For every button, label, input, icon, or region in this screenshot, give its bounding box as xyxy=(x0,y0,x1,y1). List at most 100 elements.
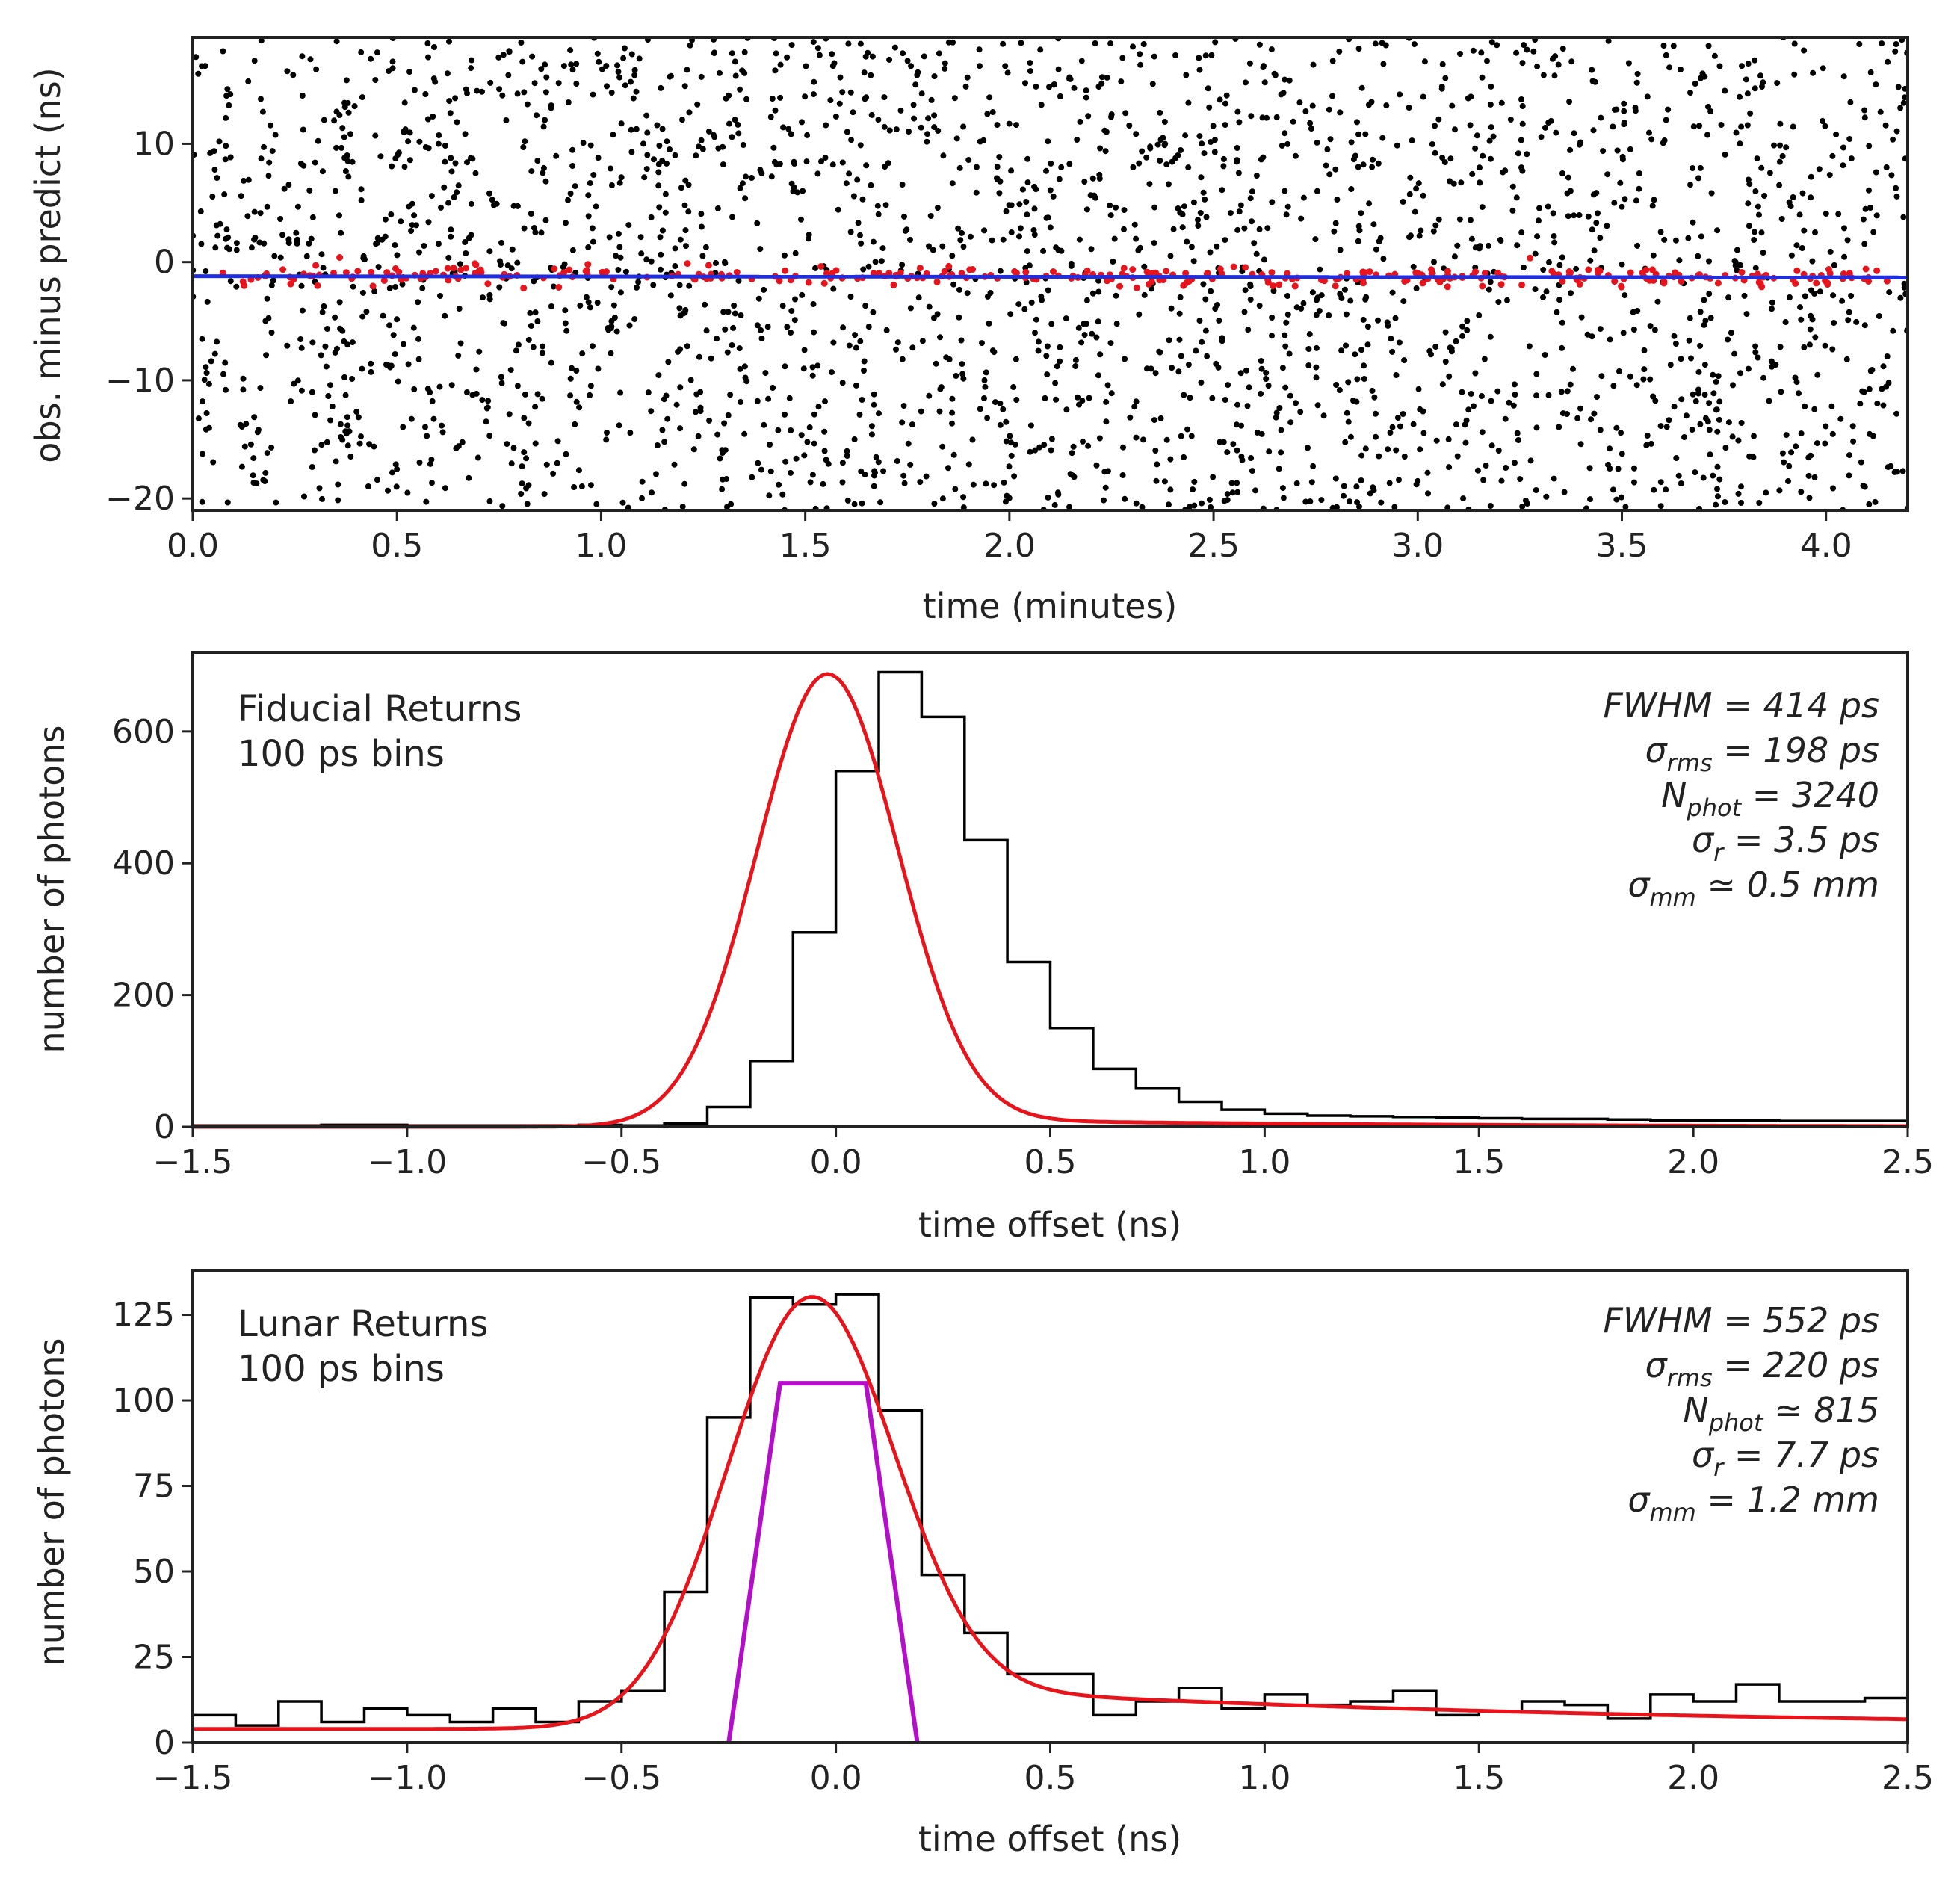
background-point xyxy=(548,359,554,366)
background-point xyxy=(997,268,1004,274)
fit-curve xyxy=(193,1295,1908,1731)
background-point xyxy=(241,443,248,450)
background-point xyxy=(1080,438,1086,445)
return-point xyxy=(1559,278,1566,285)
background-point xyxy=(1107,340,1114,347)
background-point xyxy=(802,93,809,100)
background-point xyxy=(198,241,205,247)
background-point xyxy=(1417,446,1423,453)
background-point xyxy=(1002,63,1009,69)
background-point xyxy=(527,309,534,316)
background-point xyxy=(1234,401,1240,408)
background-point xyxy=(1880,402,1887,409)
background-point xyxy=(1252,487,1259,494)
background-point xyxy=(349,158,356,165)
background-point xyxy=(938,384,945,391)
background-point xyxy=(1185,164,1192,171)
background-point xyxy=(1778,216,1785,222)
background-point xyxy=(1650,252,1657,259)
background-point xyxy=(1242,79,1249,86)
background-point xyxy=(1877,108,1884,115)
background-point xyxy=(594,50,601,57)
background-point xyxy=(1167,486,1174,493)
background-point xyxy=(1316,308,1323,314)
stat-value: = 1.2 mm xyxy=(1696,1480,1879,1520)
background-point xyxy=(1347,498,1352,505)
background-point xyxy=(859,500,865,507)
background-point xyxy=(1536,205,1542,211)
x-tick-label: 1.5 xyxy=(1453,1759,1505,1797)
background-point xyxy=(1788,449,1795,456)
background-point xyxy=(1812,334,1819,341)
background-point xyxy=(1512,460,1518,466)
background-point xyxy=(1697,164,1704,171)
background-point xyxy=(1413,285,1420,291)
background-point xyxy=(788,330,794,336)
background-point xyxy=(1261,63,1267,69)
background-point xyxy=(677,236,684,243)
background-point xyxy=(1663,424,1670,430)
background-point xyxy=(1224,449,1231,456)
background-point xyxy=(853,344,859,351)
background-point xyxy=(1678,67,1684,72)
background-point xyxy=(224,499,231,506)
background-point xyxy=(959,229,965,236)
background-point xyxy=(1752,229,1757,235)
background-point xyxy=(1305,362,1312,368)
background-point xyxy=(1279,143,1285,149)
background-point xyxy=(1379,135,1386,141)
background-point xyxy=(659,427,666,433)
background-point xyxy=(1241,225,1248,232)
background-point xyxy=(792,296,798,303)
background-point xyxy=(1406,105,1412,111)
background-point xyxy=(899,182,906,188)
background-point xyxy=(1519,120,1526,127)
background-point xyxy=(1122,110,1129,117)
stat-value: = 552 ps xyxy=(1713,1300,1879,1341)
background-point xyxy=(1051,81,1057,88)
background-point xyxy=(610,132,616,138)
background-point xyxy=(989,109,996,115)
background-point xyxy=(698,211,705,217)
background-point xyxy=(1809,316,1816,323)
background-point xyxy=(1420,192,1426,199)
background-point xyxy=(1745,365,1752,372)
background-point xyxy=(485,398,492,404)
background-point xyxy=(1453,421,1459,428)
background-point xyxy=(424,433,430,439)
background-point xyxy=(1018,40,1024,46)
background-point xyxy=(1370,487,1377,494)
background-point xyxy=(788,131,794,137)
background-point xyxy=(415,299,421,306)
background-point xyxy=(431,44,437,50)
background-point xyxy=(1882,122,1889,129)
background-point xyxy=(659,126,666,132)
background-point xyxy=(1003,418,1010,425)
return-point xyxy=(820,279,828,287)
background-point xyxy=(344,414,350,421)
background-point xyxy=(514,259,521,266)
return-point xyxy=(1497,281,1505,288)
y-tick-label: 100 xyxy=(112,1382,175,1420)
background-point xyxy=(422,91,429,97)
stat-line: σr = 7.7 ps xyxy=(1692,1435,1879,1482)
background-point xyxy=(368,368,374,375)
background-point xyxy=(1245,327,1252,333)
background-point xyxy=(1714,428,1721,435)
background-point xyxy=(771,158,778,165)
stat-line: FWHM = 552 ps xyxy=(1603,1300,1879,1341)
background-point xyxy=(1587,496,1593,503)
background-point xyxy=(736,345,743,352)
background-point xyxy=(1278,427,1284,433)
background-point xyxy=(264,203,270,210)
background-point xyxy=(779,491,786,498)
background-point xyxy=(825,460,832,467)
background-point xyxy=(631,72,638,78)
background-point xyxy=(1280,495,1287,501)
background-point xyxy=(1307,498,1314,505)
background-point xyxy=(983,480,989,487)
background-point xyxy=(569,247,576,253)
background-point xyxy=(1102,484,1109,491)
stat-line: FWHM = 414 ps xyxy=(1603,685,1879,726)
background-point xyxy=(1690,219,1696,226)
